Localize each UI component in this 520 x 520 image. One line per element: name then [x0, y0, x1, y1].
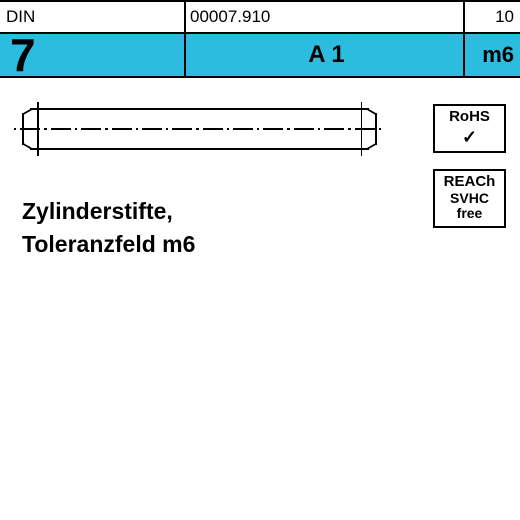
tolerance-cell: m6 — [465, 34, 520, 76]
rohs-label: RoHS — [435, 109, 504, 126]
reach-label-2: SVHC — [435, 191, 504, 206]
header-row-1: DIN 00007.910 10 — [0, 0, 520, 34]
title-line-1: Zylinderstifte, — [22, 195, 195, 228]
standard-label: DIN — [6, 7, 35, 27]
title-block: Zylinderstifte, Toleranzfeld m6 — [22, 195, 195, 262]
centerline — [14, 128, 385, 130]
reach-badge: REACh SVHC free — [433, 169, 506, 228]
reach-label-1: REACh — [435, 174, 504, 191]
pin-drawing — [22, 108, 377, 150]
reach-label-3: free — [435, 206, 504, 221]
check-icon: ✓ — [435, 128, 504, 146]
page-number: 10 — [495, 7, 514, 27]
standard-number: 7 — [6, 32, 35, 78]
tolerance: m6 — [482, 42, 514, 68]
page-cell: 10 — [465, 2, 520, 32]
part-number-cell: 00007.910 — [186, 2, 465, 32]
title-line-2: Toleranzfeld m6 — [22, 228, 195, 261]
rohs-badge: RoHS ✓ — [433, 104, 506, 153]
part-number: 00007.910 — [190, 7, 270, 27]
standard-number-cell: 7 — [0, 34, 186, 76]
standard-label-cell: DIN — [0, 2, 186, 32]
header-row-2: 7 A 1 m6 — [0, 34, 520, 78]
material: A 1 — [308, 41, 344, 69]
material-cell: A 1 — [186, 34, 465, 76]
header: DIN 00007.910 10 7 A 1 m6 — [0, 0, 520, 80]
